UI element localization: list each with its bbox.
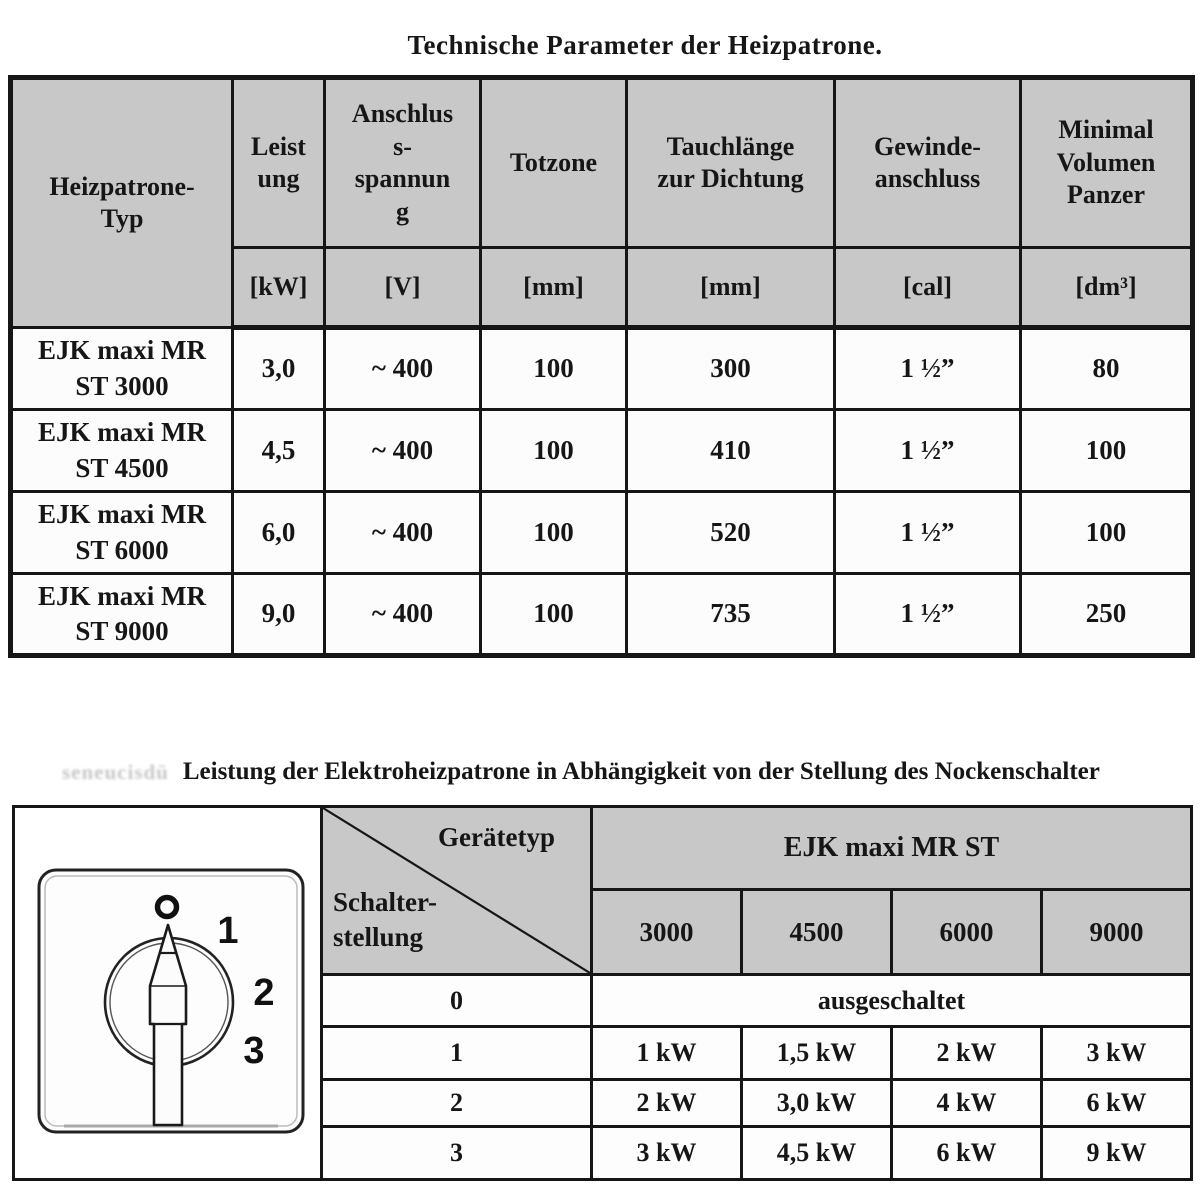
unit-mm-totzone: [mm]	[479, 246, 628, 330]
parameters-table: Heizpatrone- Typ Leist ung Anschlus s- s…	[8, 75, 1195, 658]
switch-position-cell: 0	[320, 973, 593, 1028]
header-heizpatrone-typ: Heizpatrone- Typ	[9, 76, 234, 329]
power-cell: 4,5 kW	[740, 1125, 893, 1181]
corner-header-cell: Gerätetyp Schalter- stellung	[320, 805, 593, 976]
power-cell: 3 kW	[590, 1125, 743, 1181]
cell-kw: 3,0	[231, 326, 326, 411]
unit-mm-tauchlaenge: [mm]	[625, 246, 836, 330]
power-cell: 3 kW	[1039, 1025, 1194, 1081]
switch-label-1: 1	[217, 910, 238, 952]
cell-volumen: 250	[1019, 572, 1194, 657]
rotary-switch-figure: 1 2 3	[12, 805, 323, 1181]
power-cell: 2 kW	[890, 1025, 1043, 1081]
cell-typ: EJK maxi MR ST 9000	[9, 572, 234, 657]
power-cell: 9 kW	[1039, 1125, 1194, 1181]
table-row: EJK maxi MR ST 4500 4,5 ~ 400 100 410 1 …	[9, 408, 1194, 493]
model-header-3000: 3000	[590, 888, 743, 976]
cell-volumen: 80	[1019, 326, 1194, 411]
cell-gewinde: 1 ½”	[833, 572, 1022, 657]
table-row: EJK maxi MR ST 6000 6,0 ~ 400 100 520 1 …	[9, 490, 1194, 575]
diagonal-divider	[323, 808, 590, 973]
power-table: 1 2 3 Gerätetyp Schalter- stellung EJK m…	[12, 805, 1194, 1181]
cell-v: ~ 400	[323, 408, 482, 493]
cell-typ: EJK maxi MR ST 4500	[9, 408, 234, 493]
cell-totzone: 100	[479, 326, 628, 411]
power-cell: 2 kW	[590, 1078, 743, 1128]
cell-tauchlaenge: 410	[625, 408, 836, 493]
cell-gewinde: 1 ½”	[833, 326, 1022, 411]
table-row: 0 ausgeschaltet	[14, 973, 1194, 1028]
cell-v: ~ 400	[323, 326, 482, 411]
cell-kw: 4,5	[231, 408, 326, 493]
cell-totzone: 100	[479, 572, 628, 657]
table-row: 3 3 kW 4,5 kW 6 kW 9 kW	[14, 1125, 1194, 1181]
power-cell: 4 kW	[890, 1078, 1043, 1128]
cell-totzone: 100	[479, 490, 628, 575]
table-row: 1 1 kW 1,5 kW 2 kW 3 kW	[14, 1025, 1194, 1081]
cell-gewinde: 1 ½”	[833, 408, 1022, 493]
switch-label-2: 2	[253, 972, 274, 1014]
cell-typ: EJK maxi MR ST 3000	[9, 326, 234, 411]
section-title-text: Leistung der Elektroheizpatrone in Abhän…	[182, 758, 1100, 785]
cell-ausgeschaltet: ausgeschaltet	[589, 973, 1194, 1028]
group-header-ejk: EJK maxi MR ST	[589, 805, 1194, 891]
cell-tauchlaenge: 520	[625, 490, 836, 575]
cell-kw: 9,0	[231, 572, 326, 657]
cell-volumen: 100	[1019, 490, 1194, 575]
corner-label-geraetetyp: Gerätetyp	[438, 822, 555, 852]
cell-totzone: 100	[479, 408, 628, 493]
switch-position-cell: 2	[320, 1078, 593, 1128]
power-cell: 1,5 kW	[740, 1025, 893, 1081]
switch-position-cell: 1	[320, 1025, 593, 1081]
table-row: 2 2 kW 3,0 kW 4 kW 6 kW	[14, 1078, 1194, 1128]
corner-label-schalterstellung: Schalter- stellung	[333, 886, 437, 952]
unit-dm3: [dm³]	[1019, 246, 1194, 330]
table-row: EJK maxi MR ST 9000 9,0 ~ 400 100 735 1 …	[9, 572, 1194, 657]
cell-typ: EJK maxi MR ST 6000	[9, 490, 234, 575]
power-cell: 1 kW	[590, 1025, 743, 1081]
model-header-6000: 6000	[890, 888, 1043, 976]
cell-gewinde: 1 ½”	[833, 490, 1022, 575]
section-title: seneucisdü Leistung der Elektroheizpatron…	[0, 758, 1200, 798]
unit-kw: [kW]	[231, 246, 326, 330]
header-gewindeanschluss: Gewinde- anschluss	[833, 76, 1022, 249]
cell-tauchlaenge: 735	[625, 572, 836, 657]
header-tauchlaenge: Tauchlänge zur Dichtung	[625, 76, 836, 249]
model-header-9000: 9000	[1039, 888, 1194, 976]
cell-volumen: 100	[1019, 408, 1194, 493]
switch-position-cell: 3	[320, 1125, 593, 1181]
power-cell: 6 kW	[890, 1125, 1043, 1181]
rotary-switch-icon: 1 2 3	[37, 868, 305, 1134]
power-cell: 3,0 kW	[740, 1078, 893, 1128]
cell-tauchlaenge: 300	[625, 326, 836, 411]
header-anschlussspannung: Anschlus s- spannun g	[323, 76, 482, 249]
power-cell: 6 kW	[1039, 1078, 1194, 1128]
cell-kw: 6,0	[231, 490, 326, 575]
header-totzone: Totzone	[479, 76, 628, 249]
switch-zero-marker-icon	[154, 894, 180, 920]
cell-v: ~ 400	[323, 490, 482, 575]
unit-cal: [cal]	[833, 246, 1022, 330]
faded-illegible-text: seneucisdü	[62, 760, 169, 784]
page-title: Technische Parameter der Heizpatrone.	[407, 30, 883, 60]
model-header-4500: 4500	[740, 888, 893, 976]
cell-v: ~ 400	[323, 572, 482, 657]
switch-label-3: 3	[243, 1030, 264, 1072]
table-row: EJK maxi MR ST 3000 3,0 ~ 400 100 300 1 …	[9, 326, 1194, 411]
header-minimal-volumen: Minimal Volumen Panzer	[1019, 76, 1194, 249]
unit-v: [V]	[323, 246, 482, 330]
header-leistung: Leist ung	[231, 76, 326, 249]
